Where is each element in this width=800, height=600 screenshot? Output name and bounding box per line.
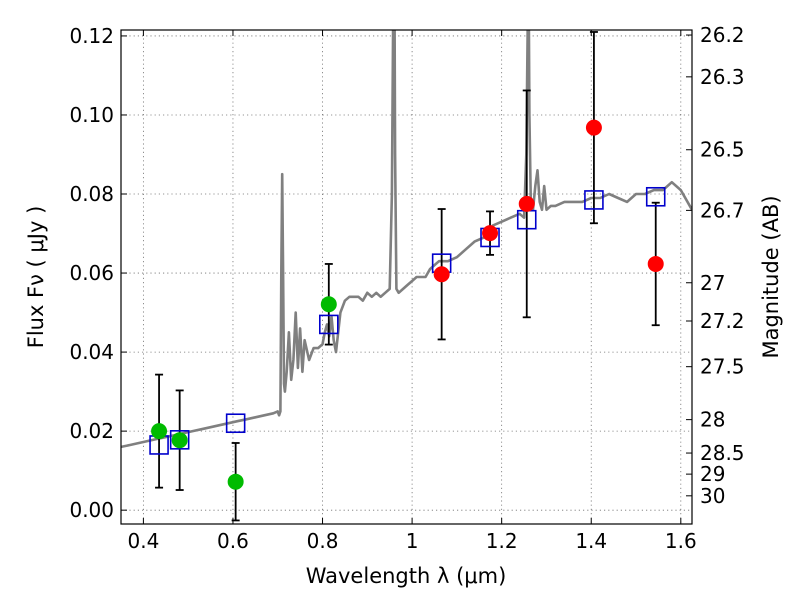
- y-tick-label: 0.00: [69, 498, 114, 522]
- observed-point: [647, 255, 664, 272]
- observed-point: [171, 432, 188, 449]
- x-tick-label: 0.8: [307, 529, 339, 553]
- y2-axis-title: Magnitude (AB): [759, 195, 783, 358]
- y-tick-label: 0.10: [69, 103, 114, 127]
- model-point: [584, 190, 604, 210]
- model-point: [225, 413, 246, 434]
- observed-point: [151, 423, 168, 440]
- mag-tick-label: 26.3: [700, 65, 745, 89]
- observed-point: [482, 225, 499, 242]
- x-tick-label: 1.2: [486, 529, 518, 553]
- mag-tick-label: 26.5: [700, 138, 745, 162]
- axes-ticks: 0.4 0.6 0.8 1 1.2 1.4 1.6 0.00 0.02 0.04 0.06 0.08 0…: [69, 23, 744, 553]
- mag-tick-label: 29: [700, 462, 725, 486]
- x-axis-title: Wavelength λ (μm): [306, 564, 507, 588]
- plot-area: [121, 30, 692, 522]
- x-tick-label: 1.6: [665, 529, 697, 553]
- x-tick-label: 0.4: [127, 529, 159, 553]
- mag-tick-label: 30: [700, 484, 725, 508]
- mag-tick-label: 28.5: [700, 441, 745, 465]
- observed-point: [320, 296, 337, 313]
- observed-point: [585, 119, 602, 136]
- observed-point: [433, 266, 450, 283]
- model-point: [169, 430, 190, 450]
- y-tick-label: 0.06: [69, 261, 114, 285]
- observed-point: [227, 473, 244, 490]
- y-tick-label: 0.08: [69, 182, 114, 206]
- plot-background: [121, 30, 692, 524]
- mag-tick-label: 26.7: [700, 198, 745, 222]
- y-tick-label: 0.12: [69, 24, 114, 48]
- y-tick-label: 0.02: [69, 419, 114, 443]
- mag-tick-label: 27.5: [700, 355, 745, 379]
- y-axis-title: Flux Fν ( μJy ): [24, 206, 48, 349]
- spectrum-line: [121, 30, 692, 449]
- model-point: [645, 186, 666, 207]
- mag-tick-label: 26.2: [700, 23, 745, 47]
- mag-tick-label: 27: [700, 271, 725, 295]
- x-tick-label: 0.6: [217, 529, 249, 553]
- plot-frame: [120, 29, 693, 525]
- model-point: [318, 314, 339, 335]
- mag-tick-label: 28: [700, 408, 725, 432]
- mag-tick-label: 27.2: [700, 309, 745, 333]
- y-tick-label: 0.04: [69, 340, 114, 364]
- observed-point: [518, 195, 535, 212]
- x-tick-label: 1.4: [575, 529, 607, 553]
- x-tick-label: 1: [406, 529, 419, 553]
